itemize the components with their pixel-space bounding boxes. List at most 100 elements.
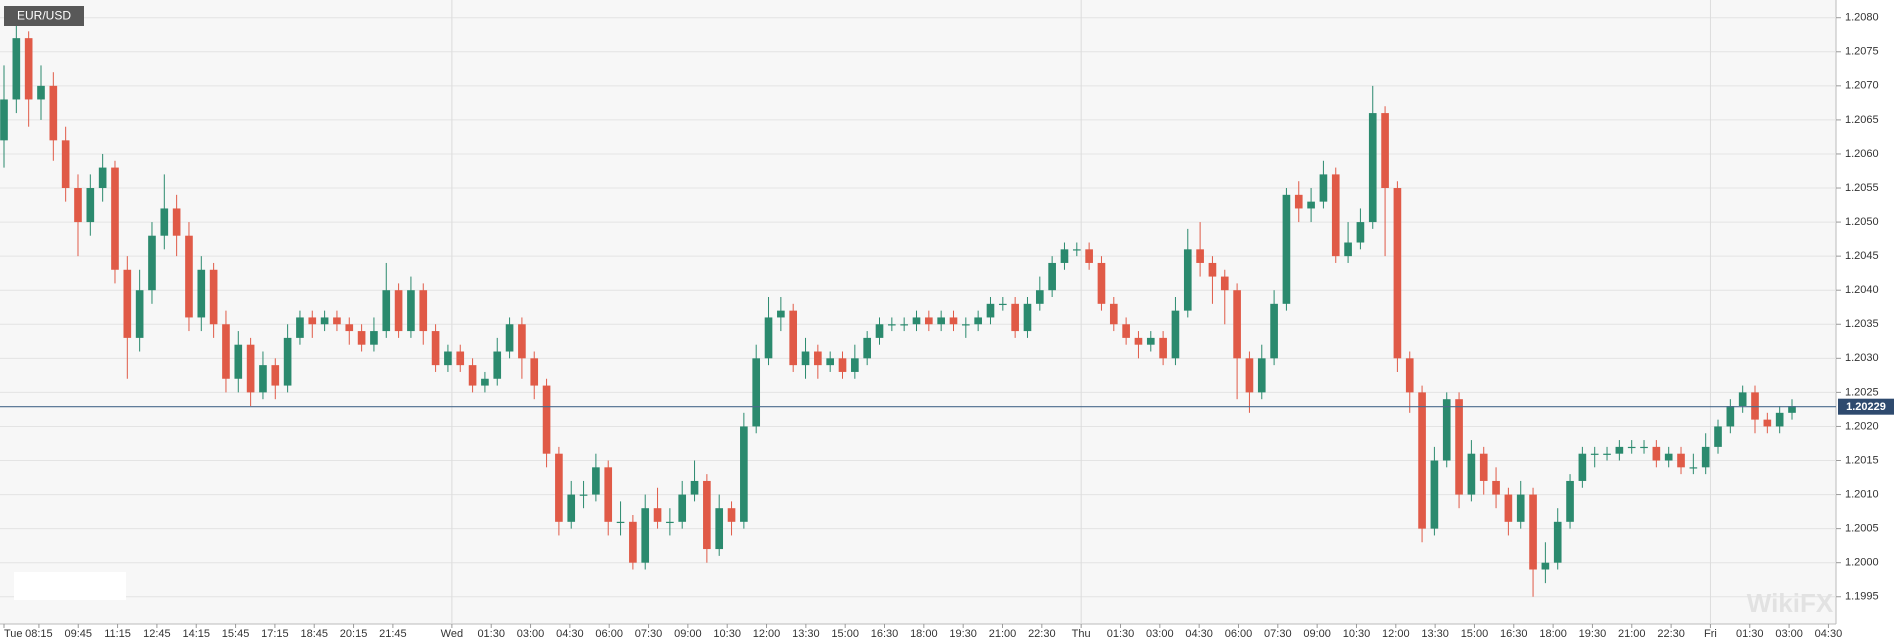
candle-body	[1060, 249, 1069, 263]
candle-body	[1751, 392, 1759, 420]
candle-body	[1072, 249, 1081, 251]
candle-body	[419, 290, 428, 332]
candle-body	[1566, 480, 1574, 522]
candle-body	[1640, 446, 1648, 449]
candle-body	[1541, 562, 1550, 570]
candle-body	[1430, 460, 1439, 529]
candle-body	[1307, 201, 1315, 209]
candle-body	[555, 453, 563, 522]
candle-body	[1442, 399, 1451, 461]
candle-body	[888, 324, 896, 326]
x-tick-label: 22:30	[1657, 628, 1685, 640]
candle-body	[456, 351, 465, 366]
x-tick-label: 03:00	[517, 628, 545, 640]
candle-body	[1615, 446, 1624, 454]
x-tick-label: 22:30	[1028, 628, 1056, 640]
candle-body	[1023, 303, 1032, 332]
candle-body	[974, 317, 982, 325]
x-tick-label: 21:45	[379, 628, 407, 640]
candle-body	[135, 290, 144, 338]
candle-body	[74, 188, 82, 223]
candle-body	[949, 317, 958, 325]
x-tick-label: 12:00	[753, 628, 781, 640]
candle-body	[222, 324, 230, 379]
x-tick-label: 19:30	[1579, 628, 1607, 640]
candle-body	[567, 494, 576, 522]
candle-body	[1035, 290, 1044, 304]
candle-body	[653, 508, 662, 522]
candle-body	[789, 310, 798, 366]
candle-body	[111, 167, 119, 270]
y-tick-label: 1.2030	[1845, 352, 1879, 364]
candle-body	[1763, 419, 1772, 427]
candle-body	[49, 85, 58, 141]
y-tick-label: 1.2040	[1845, 284, 1879, 296]
candle-body	[863, 337, 871, 359]
y-tick-label: 1.2070	[1845, 80, 1879, 92]
candle-body	[234, 344, 243, 379]
candle-body	[394, 290, 403, 332]
candle-body	[678, 494, 687, 522]
candle-body	[1011, 303, 1019, 332]
candle-body	[900, 324, 908, 326]
candle-body	[764, 317, 773, 359]
candle-body	[579, 494, 588, 496]
candle-body	[851, 358, 859, 372]
candle-body	[1048, 262, 1056, 291]
candle-body	[1689, 467, 1698, 469]
x-tick-label: 03:00	[1775, 628, 1803, 640]
candle-body	[925, 317, 933, 325]
x-tick-label: 08:15	[25, 628, 53, 640]
candle-body	[1677, 453, 1685, 468]
candle-body	[160, 208, 169, 236]
candle-body	[259, 365, 267, 393]
x-tick-label: 12:00	[1382, 628, 1410, 640]
candle-body	[1701, 446, 1710, 468]
x-tick-label: 04:30	[1815, 628, 1843, 640]
candle-body	[370, 331, 378, 345]
x-tick-label: Tue	[4, 628, 23, 640]
candle-body	[1578, 453, 1587, 481]
candle-body	[912, 317, 921, 325]
candle-body	[1196, 249, 1204, 263]
candle-body	[283, 337, 292, 386]
x-tick-label: 04:30	[1185, 628, 1213, 640]
last-price-box	[1838, 398, 1894, 415]
y-tick-label: 1.2010	[1845, 488, 1879, 500]
candle-body	[1245, 358, 1254, 393]
candle-body	[518, 324, 526, 359]
candle-body	[24, 38, 33, 100]
candle-body	[37, 85, 45, 100]
candle-body	[1109, 303, 1118, 325]
candle-body	[592, 467, 600, 495]
candle-body	[308, 317, 317, 325]
y-tick-label: 1.2080	[1845, 12, 1879, 24]
candle-body	[320, 317, 329, 325]
x-tick-label: 09:45	[64, 628, 92, 640]
candle-body	[740, 426, 748, 522]
candle-body	[1159, 337, 1167, 359]
watermark: WikiFX	[1747, 588, 1834, 618]
candle-body	[468, 365, 477, 386]
x-tick-label: 14:15	[182, 628, 210, 640]
x-tick-label: 03:00	[1146, 628, 1174, 640]
candle-body	[801, 351, 810, 366]
candle-body	[1393, 188, 1402, 359]
candle-body	[826, 358, 835, 366]
candle-body	[493, 351, 502, 379]
x-tick-label: 21:00	[989, 628, 1017, 640]
x-tick-label: 15:00	[1461, 628, 1489, 640]
y-tick-label: 1.2045	[1845, 250, 1879, 262]
x-tick-label: 04:30	[556, 628, 584, 640]
x-tick-label: 15:00	[831, 628, 859, 640]
candle-body	[1282, 194, 1291, 304]
x-tick-label: 13:30	[1421, 628, 1449, 640]
candle-body	[1183, 249, 1192, 311]
candle-body	[1171, 310, 1180, 359]
x-tick-label: Thu	[1072, 628, 1091, 640]
candle-body	[1603, 453, 1611, 455]
candle-body	[1319, 174, 1328, 202]
x-tick-label: Fri	[1704, 628, 1717, 640]
x-tick-label: 10:30	[1343, 628, 1371, 640]
x-tick-label: 15:45	[222, 628, 250, 640]
